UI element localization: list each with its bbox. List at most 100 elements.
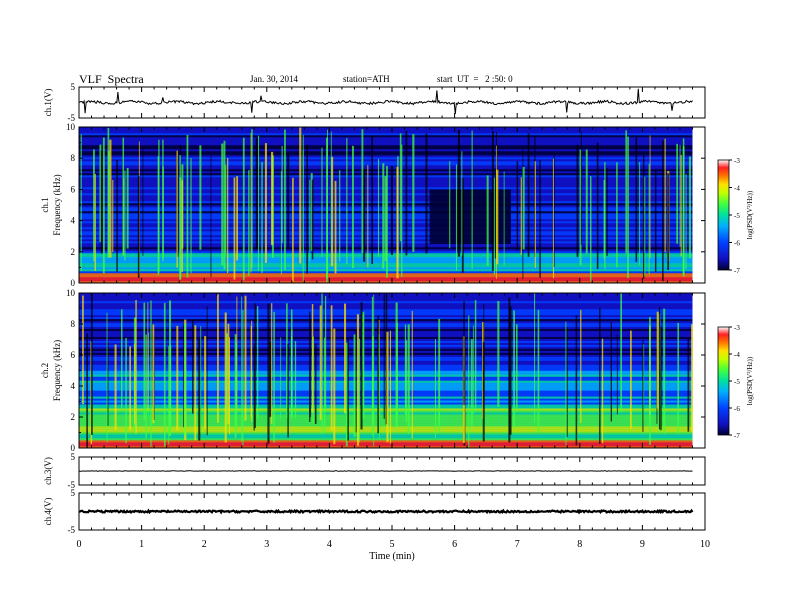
sferic-streak xyxy=(382,163,385,269)
sferic-streak xyxy=(112,179,114,253)
y-tick-label: -5 xyxy=(68,525,76,535)
sferic-streak xyxy=(434,339,437,438)
sferic-streak xyxy=(604,161,606,269)
sferic-streak xyxy=(367,165,369,268)
sferic-streak xyxy=(599,308,601,444)
sferic-streak xyxy=(565,321,567,446)
sferic-streak xyxy=(306,144,308,274)
sferic-streak xyxy=(162,166,164,259)
sferic-streak xyxy=(233,177,236,280)
spectrogram-band xyxy=(79,271,693,274)
sferic-streak xyxy=(457,130,460,257)
spectrogram-band xyxy=(79,279,693,282)
sferic-streak xyxy=(199,145,202,250)
sferic-streak xyxy=(200,326,202,432)
sferic-streak xyxy=(384,175,387,262)
sferic-streak xyxy=(125,338,127,444)
sferic-streak xyxy=(152,324,155,424)
sferic-streak xyxy=(244,295,247,421)
spectrogram-band xyxy=(79,432,693,435)
sferic-streak xyxy=(134,343,135,424)
sferic-streak xyxy=(373,294,375,447)
sferic-streak xyxy=(299,127,302,264)
spectrogram-band xyxy=(79,145,693,148)
sferic-streak xyxy=(224,164,227,254)
sferic-streak xyxy=(508,297,511,443)
sferic-streak xyxy=(194,325,197,441)
colorbar-tick-label: -3 xyxy=(734,324,740,332)
sferic-streak xyxy=(620,293,623,412)
sferic-streak xyxy=(210,155,212,278)
colorbar-tick-label: -3 xyxy=(734,157,740,165)
y-tick-label: 5 xyxy=(71,452,76,462)
sferic-streak xyxy=(585,149,588,254)
x-tick-label: 0 xyxy=(77,539,82,550)
spectrogram-band xyxy=(79,171,693,174)
chart-title: VLF Spectra xyxy=(79,72,144,86)
sferic-streak xyxy=(361,129,364,254)
spectrogram-band xyxy=(79,153,693,156)
spectrogram-band xyxy=(79,428,693,431)
spectrogram-band xyxy=(79,261,693,264)
spectrogram-band xyxy=(79,133,693,136)
sferic-streak xyxy=(625,130,627,254)
ch1-waveform-trace xyxy=(78,88,693,115)
sferic-streak xyxy=(656,311,659,409)
sferic-streak xyxy=(497,300,500,407)
sferic-streak xyxy=(280,171,282,275)
sferic-streak xyxy=(643,176,646,277)
sferic-streak xyxy=(390,165,393,255)
colorbar-tick-label: -6 xyxy=(734,240,740,248)
sferic-streak xyxy=(250,133,252,273)
sferic-streak xyxy=(534,161,536,268)
spectrogram-band xyxy=(79,265,693,268)
y-tick-label: 4 xyxy=(71,216,76,226)
sferic-streak xyxy=(114,344,117,430)
sferic-streak xyxy=(255,137,258,250)
sferic-streak xyxy=(579,149,582,266)
x-tick-label: 4 xyxy=(327,539,332,550)
spectrogram-band xyxy=(79,434,693,437)
x-tick-label: 1 xyxy=(139,539,144,550)
sferic-streak xyxy=(372,336,374,424)
sferic-streak xyxy=(242,137,245,281)
sferic-streak xyxy=(351,145,354,269)
sferic-streak xyxy=(311,179,314,260)
sferic-streak xyxy=(169,300,172,437)
colorbar-tick-label: -4 xyxy=(734,185,740,193)
sferic-streak xyxy=(486,175,489,266)
y-tick-label: 10 xyxy=(66,122,76,132)
spectrogram-band xyxy=(79,438,693,441)
sferic-streak xyxy=(225,333,228,432)
sferic-streak xyxy=(491,131,494,272)
channel-label: ch.2 xyxy=(40,363,50,378)
y-tick-label: 4 xyxy=(71,381,76,391)
sferic-streak xyxy=(319,305,322,420)
sferic-streak xyxy=(616,162,618,268)
spectrogram-band xyxy=(79,273,693,276)
colorbar-tick-label: -5 xyxy=(734,378,740,386)
spectrogram-band xyxy=(79,143,693,146)
x-tick-label: 5 xyxy=(390,539,395,550)
sferic-streak xyxy=(522,166,525,250)
sferic-streak xyxy=(358,338,361,443)
sferic-streak xyxy=(386,331,389,443)
sferic-streak xyxy=(224,312,227,443)
sferic-streak xyxy=(404,324,407,416)
spectrogram-band xyxy=(79,165,693,168)
sferic-streak xyxy=(257,135,260,271)
sferic-streak xyxy=(271,303,273,424)
spectrogram-band xyxy=(79,446,693,449)
sferic-streak xyxy=(192,319,194,414)
sferic-streak xyxy=(344,303,347,414)
spectrogram-ch1-spectrogram xyxy=(79,127,693,284)
sferic-streak xyxy=(242,309,244,446)
sferic-streak xyxy=(355,330,357,433)
sferic-streak xyxy=(267,303,270,444)
sferic-streak xyxy=(654,169,657,272)
sferic-streak xyxy=(493,177,496,275)
sferic-streak xyxy=(287,153,290,249)
sferic-streak xyxy=(687,338,690,432)
sferic-streak xyxy=(658,306,661,430)
